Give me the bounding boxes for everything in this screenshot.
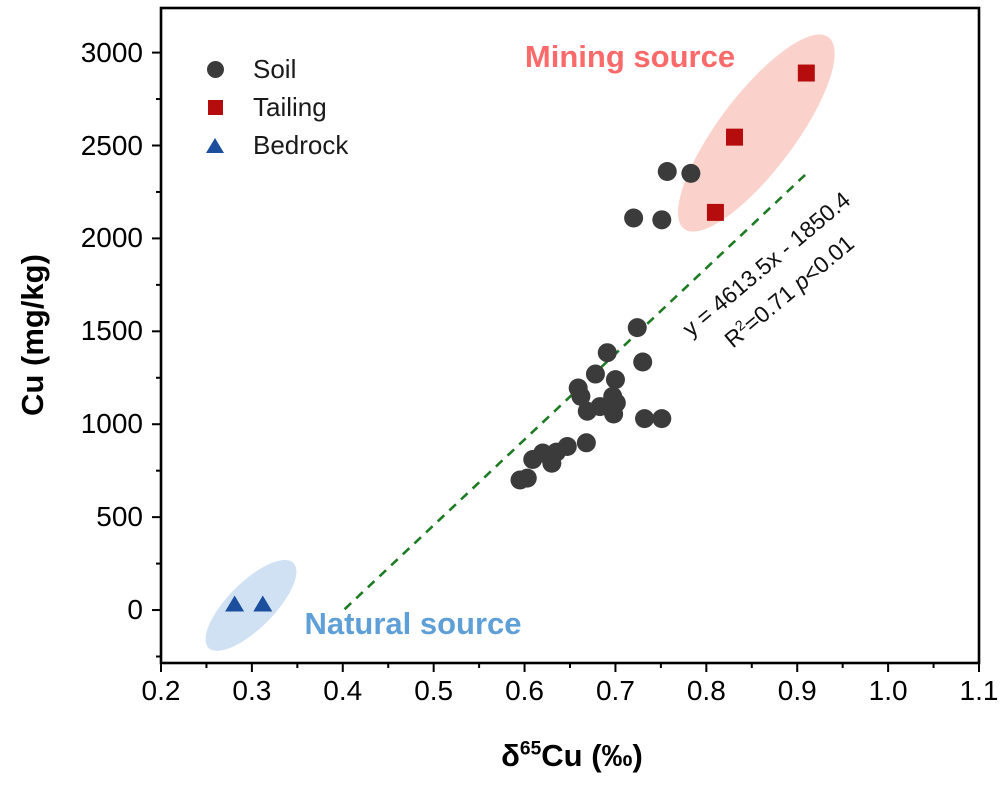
- soil-circle-icon: [205, 60, 225, 78]
- y-tick-label: 500: [96, 501, 143, 533]
- tailing-point: [797, 64, 815, 82]
- soil-point: [604, 404, 624, 424]
- mining-source-label: Mining source: [524, 39, 736, 74]
- soil-point: [624, 208, 644, 228]
- tailing-point: [706, 203, 724, 221]
- x-tick-label: 0.3: [232, 675, 272, 706]
- x-tick-label: 0.9: [777, 675, 817, 706]
- soil-point: [633, 352, 653, 372]
- y-tick-label: 1000: [80, 408, 143, 440]
- legend-item-tailing: Tailing: [205, 88, 348, 126]
- natural-source-label: Natural source: [304, 606, 522, 641]
- soil-point: [657, 162, 677, 182]
- x-tick-label: 0.7: [595, 675, 635, 706]
- soil-point: [576, 433, 596, 453]
- y-tick-label: 0: [127, 594, 143, 626]
- legend-item-bedrock: Bedrock: [205, 126, 348, 164]
- soil-point: [652, 409, 672, 429]
- x-tick-label: 0.4: [323, 675, 363, 706]
- legend: Soil Tailing Bedrock: [205, 50, 348, 164]
- y-tick-label: 1500: [80, 315, 143, 347]
- x-tick-label: 1.1: [959, 675, 999, 706]
- x-tick-label: 1.0: [868, 675, 908, 706]
- y-tick-label: 2500: [80, 129, 143, 161]
- soil-point: [597, 343, 617, 363]
- y-axis-label: Cu (mg/kg): [15, 254, 50, 416]
- soil-point: [585, 364, 605, 384]
- bedrock-triangle-icon: [205, 137, 225, 153]
- x-axis-label-rest: Cu (‰): [541, 738, 643, 773]
- x-axis-label: δ65Cu (‰): [501, 738, 643, 774]
- x-axis-label-superscript: 65: [519, 738, 542, 760]
- bedrock-point: [253, 595, 273, 612]
- legend-label-soil: Soil: [253, 53, 297, 84]
- x-tick-label: 0.8: [686, 675, 726, 706]
- soil-point: [577, 401, 597, 421]
- regression-line: [343, 172, 808, 611]
- soil-point: [510, 470, 530, 490]
- x-tick-label: 0.6: [505, 675, 545, 706]
- tailing-square-icon: [205, 99, 225, 115]
- soil-point: [627, 318, 647, 338]
- x-tick-label: 0.5: [414, 675, 454, 706]
- soil-point: [523, 450, 543, 470]
- legend-item-soil: Soil: [205, 50, 348, 88]
- soil-point: [605, 370, 625, 390]
- soil-point: [681, 163, 701, 183]
- soil-point: [542, 453, 562, 473]
- y-tick-label: 2000: [80, 222, 143, 254]
- soil-point: [635, 409, 655, 429]
- x-tick-label: 0.2: [141, 675, 181, 706]
- tailing-point: [726, 128, 744, 146]
- soil-point: [571, 386, 591, 406]
- bedrock-point: [225, 595, 245, 612]
- natural-source-ellipse: [205, 559, 297, 651]
- legend-label-bedrock: Bedrock: [253, 129, 349, 160]
- x-axis-label-delta: δ: [501, 738, 520, 773]
- legend-label-tailing: Tailing: [253, 91, 327, 122]
- mining-source-ellipse: [677, 34, 835, 232]
- y-tick-label: 3000: [80, 36, 143, 68]
- soil-point: [652, 210, 672, 230]
